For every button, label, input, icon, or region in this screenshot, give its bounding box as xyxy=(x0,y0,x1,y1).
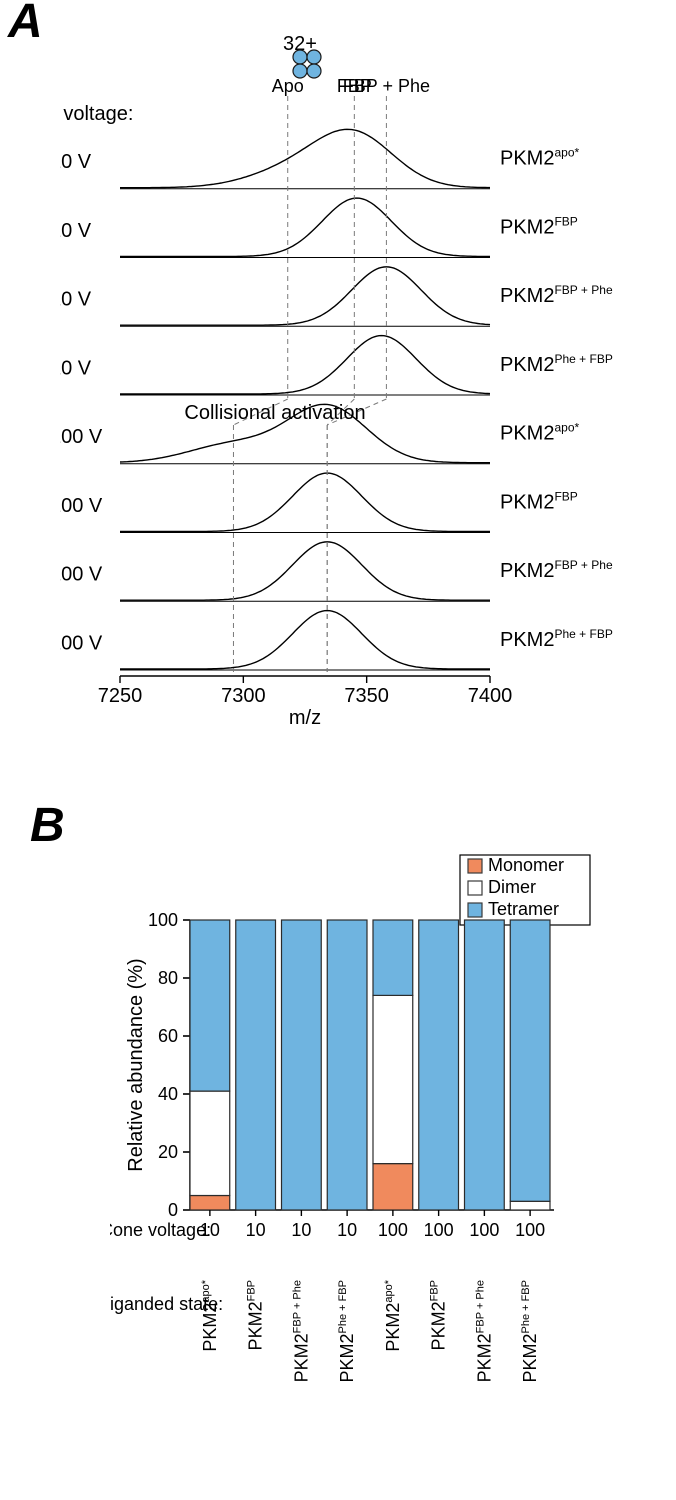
trace-label: PKM2FBP xyxy=(500,214,578,238)
svg-text:60: 60 xyxy=(158,1026,178,1046)
trace-label: PKM2FBP + Phe xyxy=(500,283,613,307)
svg-text:7350: 7350 xyxy=(344,685,389,707)
svg-text:Apo: Apo xyxy=(272,76,304,96)
bar-segment xyxy=(510,920,550,1201)
trace-label: PKM2FBP xyxy=(500,489,578,513)
spectrum-trace xyxy=(120,473,490,531)
svg-text:100: 100 xyxy=(148,910,178,930)
svg-text:m/z: m/z xyxy=(289,707,321,729)
bar-segment xyxy=(510,1201,550,1210)
liganded-state-row-label: Liganded state: xyxy=(110,1294,223,1314)
svg-text:100 V: 100 V xyxy=(60,426,103,448)
spectra-plot: 32+Cone voltage:ApoFBPFBP + Phe10 VPKM2a… xyxy=(60,30,630,750)
svg-text:7300: 7300 xyxy=(221,685,265,707)
spectrum-trace xyxy=(120,542,490,600)
bar-segment xyxy=(327,920,367,1210)
bar-category-label: PKM2Phe + FBP xyxy=(337,1280,357,1383)
legend-label: Monomer xyxy=(488,855,564,875)
svg-text:7250: 7250 xyxy=(98,685,143,707)
svg-text:10 V: 10 V xyxy=(60,357,92,379)
spectrum-trace xyxy=(120,336,490,394)
trace-label: PKM2apo* xyxy=(500,421,579,445)
svg-text:7400: 7400 xyxy=(468,685,513,707)
legend-swatch xyxy=(468,903,482,917)
bar-segment xyxy=(373,920,413,995)
spectrum-trace xyxy=(120,198,490,256)
spectrum-trace xyxy=(120,267,490,325)
bar-category-label: PKM2apo* xyxy=(383,1279,403,1351)
cv-tick-label: 100 xyxy=(378,1220,408,1240)
legend-swatch xyxy=(468,881,482,895)
cv-tick-label: 10 xyxy=(291,1220,311,1240)
bar-segment xyxy=(236,920,276,1210)
svg-text:20: 20 xyxy=(158,1142,178,1162)
bar-category-label: PKM2FBP + Phe xyxy=(474,1280,494,1382)
trace-label: PKM2Phe + FBP xyxy=(500,627,613,651)
cv-tick-label: 10 xyxy=(337,1220,357,1240)
stacked-bar-chart: MonomerDimerTetramer 0 20 40 60 80 100 Relative… xyxy=(110,850,610,1490)
figure-root: A 32+Cone voltage:ApoFBPFBP + Phe10 VPKM… xyxy=(0,0,676,1500)
svg-text:FBP + Phe: FBP + Phe xyxy=(343,76,430,96)
svg-text:100 V: 100 V xyxy=(60,564,103,586)
bar-segment xyxy=(190,920,230,1091)
cv-tick-label: 10 xyxy=(246,1220,266,1240)
svg-text:80: 80 xyxy=(158,968,178,988)
svg-text:Cone voltage:: Cone voltage: xyxy=(60,103,133,125)
legend-swatch xyxy=(468,859,482,873)
bar-category-label: PKM2FBP + Phe xyxy=(291,1280,311,1382)
bar-category-label: PKM2Phe + FBP xyxy=(520,1280,540,1383)
bar-segment xyxy=(373,995,413,1163)
tetramer-icon xyxy=(293,50,321,78)
svg-text:10 V: 10 V xyxy=(60,220,92,242)
legend-label: Dimer xyxy=(488,877,536,897)
cv-tick-label: 100 xyxy=(515,1220,545,1240)
bar-segment xyxy=(373,1164,413,1210)
svg-text:Collisional activation: Collisional activation xyxy=(184,402,365,424)
bar-segment xyxy=(419,920,459,1210)
bar-segment xyxy=(190,1091,230,1195)
trace-label: PKM2Phe + FBP xyxy=(500,352,613,376)
panel-a: 32+Cone voltage:ApoFBPFBP + Phe10 VPKM2a… xyxy=(60,30,630,750)
bar-segment xyxy=(282,920,322,1210)
spectrum-trace xyxy=(120,611,490,669)
svg-text:100 V: 100 V xyxy=(60,632,103,654)
svg-text:100 V: 100 V xyxy=(60,495,103,517)
bar-category-label: PKM2apo* xyxy=(200,1279,220,1351)
panel-a-label: A xyxy=(8,0,43,49)
trace-label: PKM2FBP + Phe xyxy=(500,558,613,582)
panel-b-label: B xyxy=(30,798,65,853)
bar-category-label: PKM2FBP xyxy=(246,1280,266,1350)
legend-label: Tetramer xyxy=(488,899,559,919)
svg-text:40: 40 xyxy=(158,1084,178,1104)
trace-label: PKM2apo* xyxy=(500,146,579,170)
bar-category-label: PKM2FBP xyxy=(429,1280,449,1350)
spectrum-trace xyxy=(120,129,490,187)
cv-tick-label: 100 xyxy=(469,1220,499,1240)
svg-text:10 V: 10 V xyxy=(60,289,92,311)
svg-text:0: 0 xyxy=(168,1200,178,1220)
y-axis-label: Relative abundance (%) xyxy=(125,958,147,1171)
cv-tick-label: 100 xyxy=(424,1220,454,1240)
bar-segment xyxy=(465,920,505,1210)
panel-b: MonomerDimerTetramer 0 20 40 60 80 100 Relative… xyxy=(110,850,580,1470)
cone-voltage-row-label: Cone voltage: xyxy=(110,1220,211,1240)
bar-segment xyxy=(190,1196,230,1211)
svg-text:10 V: 10 V xyxy=(60,151,92,173)
